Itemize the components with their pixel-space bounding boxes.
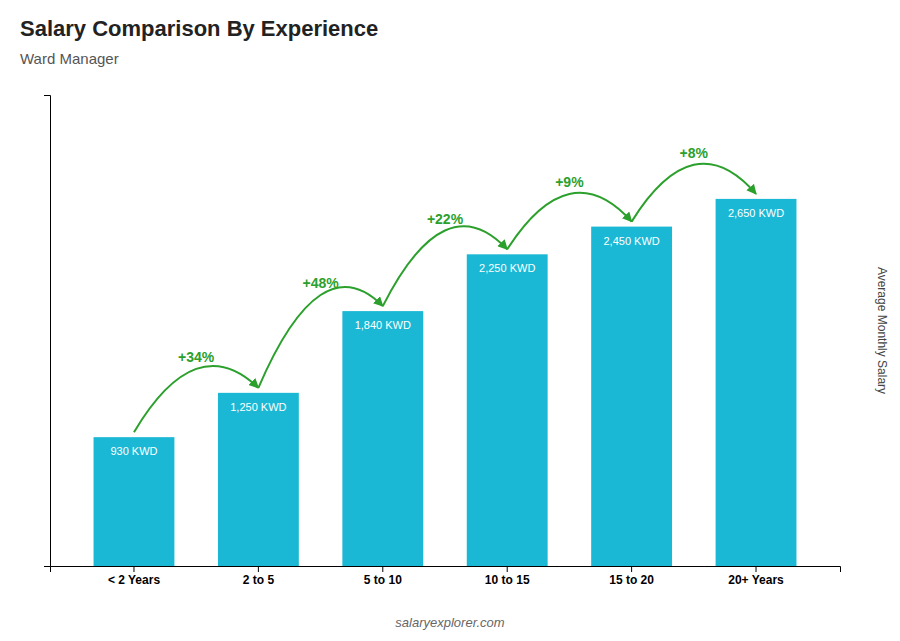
bar bbox=[467, 254, 548, 566]
x-tick: < 2 Years bbox=[108, 566, 160, 587]
change-label: +8% bbox=[680, 145, 709, 161]
bar bbox=[591, 227, 672, 566]
x-tick: 5 to 10 bbox=[364, 566, 402, 587]
footer: salaryexplorer.com bbox=[395, 615, 505, 630]
data-label: 930 KWD bbox=[110, 445, 157, 457]
x-tick-label: 5 to 10 bbox=[364, 573, 402, 587]
x-tick-label: < 2 Years bbox=[108, 573, 160, 587]
x-tick: 10 to 15 bbox=[485, 566, 530, 587]
x-tick-label: 2 to 5 bbox=[243, 573, 275, 587]
x-tick-label: 20+ Years bbox=[728, 573, 784, 587]
change-arrow bbox=[632, 164, 756, 222]
change-label: +9% bbox=[555, 174, 584, 190]
bar bbox=[716, 199, 797, 566]
x-axis: < 2 Years 2 to 5 5 to 10 10 to 15 15 to 20 20… bbox=[51, 566, 841, 587]
title: Salary Comparison By Experience bbox=[20, 16, 378, 41]
x-tick: 20+ Years bbox=[728, 566, 784, 587]
x-axis-line bbox=[51, 567, 841, 573]
data-label: 2,250 KWD bbox=[479, 262, 535, 274]
change-label: +34% bbox=[178, 349, 215, 365]
data-label: 1,250 KWD bbox=[230, 401, 286, 413]
data-label: 2,450 KWD bbox=[603, 235, 659, 247]
change-arrow bbox=[134, 366, 258, 432]
x-tick-mark bbox=[133, 566, 134, 572]
x-tick-mark bbox=[631, 566, 632, 572]
data-label: 2,650 KWD bbox=[728, 207, 784, 219]
change-label: +22% bbox=[427, 211, 464, 227]
y-axis bbox=[44, 96, 51, 567]
data-labels: 930 KWD 1,250 KWD 1,840 KWD 2,250 KWD 2,450 … bbox=[110, 207, 784, 457]
x-tick-label: 15 to 20 bbox=[609, 573, 654, 587]
bar bbox=[342, 311, 423, 566]
y-axis-line bbox=[44, 96, 51, 567]
y-axis-title: Average Monthly Salary bbox=[875, 267, 889, 394]
x-tick-label: 10 to 15 bbox=[485, 573, 530, 587]
x-tick: 15 to 20 bbox=[609, 566, 654, 587]
change-label: +48% bbox=[302, 275, 339, 291]
bar bbox=[218, 393, 299, 566]
x-tick-mark bbox=[756, 566, 757, 572]
x-tick-mark bbox=[258, 566, 259, 572]
subtitle: Ward Manager bbox=[20, 50, 119, 67]
bars bbox=[94, 199, 797, 566]
x-tick: 2 to 5 bbox=[243, 566, 275, 587]
bar bbox=[94, 437, 175, 566]
change-annotations: +34% +48% +22% +9% +8% bbox=[134, 145, 756, 432]
data-label: 1,840 KWD bbox=[355, 319, 411, 331]
x-tick-mark bbox=[507, 566, 508, 572]
change-arrow bbox=[258, 287, 382, 388]
change-arrow bbox=[507, 193, 631, 249]
change-arrow bbox=[383, 226, 507, 306]
chart: < 2 Years 2 to 5 5 to 10 10 to 15 15 to 20 20… bbox=[0, 0, 900, 641]
x-tick-mark bbox=[382, 566, 383, 572]
